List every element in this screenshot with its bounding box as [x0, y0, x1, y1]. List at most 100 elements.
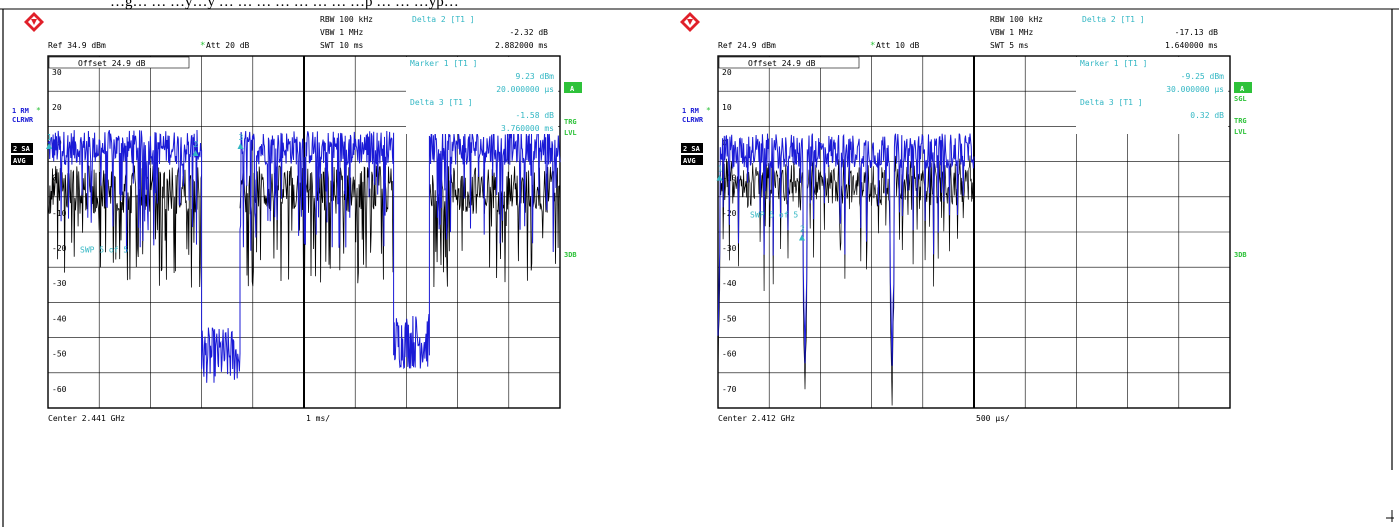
trace1-mode: CLRWR: [682, 116, 704, 124]
delta3-value: -1.58 dB: [515, 111, 554, 120]
rs-logo-mark: [687, 19, 693, 25]
span-per-div: 500 µs/: [976, 414, 1010, 423]
trace2-badge: [681, 143, 703, 153]
delta3-value: 0.32 dB: [1190, 111, 1224, 120]
ytick-label: -60: [722, 350, 737, 359]
offset-label: Offset 24.9 dB: [748, 59, 816, 68]
marker-label: 2: [193, 140, 198, 149]
marker-triangle: [798, 234, 805, 241]
spectrum-panel-1: RBW 100 kHz VBW 1 MHz SWT 10 ms Ref 34.9 dB…: [11, 12, 582, 423]
ytick-label: -20: [52, 244, 67, 253]
db3-label: 3DB: [1234, 251, 1247, 259]
marker-label: 2: [800, 225, 805, 234]
marker-info-box: [1076, 57, 1228, 134]
trace2-mode: AVG: [683, 157, 696, 165]
marker1-value: -9.25 dBm: [1181, 72, 1225, 81]
marker-triangle: [716, 174, 723, 181]
marker1-value: 9.23 dBm: [515, 72, 554, 81]
att-star-icon: *: [870, 41, 875, 51]
ytick-label: -70: [722, 385, 737, 394]
rs-logo-icon: [24, 12, 44, 32]
attenuation: Att 20 dB: [206, 41, 250, 50]
delta2-value: -17.13 dB: [1175, 28, 1219, 37]
marker1-time: 20.000000 µs: [496, 85, 554, 94]
a-label: A: [1240, 85, 1245, 93]
a-badge: [564, 82, 582, 93]
trace1-star-icon: *: [36, 106, 41, 115]
marker-label: 1: [718, 165, 723, 174]
marker1-title: Marker 1 [T1 ]: [410, 59, 477, 68]
trace1-label: 1 RM: [682, 107, 699, 115]
trace-clrwr-blue: [717, 133, 975, 366]
lvl-label: LVL: [564, 129, 577, 137]
trg-label: TRG: [1234, 117, 1247, 125]
sweep-count: SWP 5 of 5: [80, 246, 128, 255]
delta3-title: Delta 3 [T1 ]: [410, 98, 473, 107]
offset-box: [48, 56, 190, 69]
a-label: A: [570, 85, 575, 93]
ytick-label: -10: [52, 209, 67, 218]
db3-label: 3DB: [564, 251, 577, 259]
vbw-label: VBW 1 MHz: [990, 28, 1034, 37]
ytick-label: 20: [52, 103, 62, 112]
rs-logo-icon: [680, 12, 700, 32]
top-caption: …g… … …y…y … … … … … … … …p … … …yp…: [110, 0, 459, 10]
marker1-time: 30.000000 µs: [1166, 85, 1224, 94]
marker-triangle: [192, 150, 199, 157]
delta2-title: Delta 2 [T1 ]: [412, 15, 475, 24]
ref-level: Ref 34.9 dBm: [48, 41, 106, 50]
marker-triangle: [46, 143, 53, 149]
center-frequency: Center 2.441 GHz: [48, 414, 125, 423]
trace2-label: 2 SA: [13, 145, 31, 153]
trace-clrwr-blue: [47, 129, 561, 383]
ytick-label: -50: [722, 314, 737, 323]
ytick-label: 20: [722, 68, 732, 77]
marker-label: 3: [239, 133, 244, 142]
trace2-mode-badge: [681, 155, 703, 165]
delta2-title: Delta 2 [T1 ]: [1082, 15, 1145, 24]
offset-label: Offset 24.9 dB: [78, 59, 146, 68]
marker-triangle: [237, 143, 244, 149]
swt-label: SWT 10 ms: [320, 41, 364, 50]
marker-info-box: [406, 57, 558, 134]
ref-level: Ref 24.9 dBm: [718, 41, 776, 50]
trace1-star-icon: *: [706, 106, 711, 115]
span-per-div: 1 ms/: [306, 414, 330, 423]
rbw-label: RBW 100 kHz: [990, 15, 1043, 24]
marker1-title: Marker 1 [T1 ]: [1080, 59, 1147, 68]
ytick-label: 10: [722, 103, 732, 112]
delta3-title: Delta 3 [T1 ]: [1080, 98, 1143, 107]
trace2-label: 2 SA: [683, 145, 701, 153]
lvl-label: LVL: [1234, 128, 1247, 136]
ytick-label: 0: [52, 174, 57, 183]
trace-avg-black: [717, 155, 975, 406]
sweep-count: SWP 5 of 5: [750, 210, 798, 219]
att-star-icon: *: [200, 41, 205, 51]
center-frequency: Center 2.412 GHz: [718, 414, 795, 423]
delta2-time: 1.640000 ms: [1165, 41, 1218, 50]
ytick-label: -60: [52, 385, 67, 394]
delta3-time: 3.760000 ms: [501, 124, 554, 133]
ytick-label: -30: [52, 279, 67, 288]
vbw-label: VBW 1 MHz: [320, 28, 364, 37]
offset-box: [718, 56, 860, 69]
attenuation: Att 10 dB: [876, 41, 920, 50]
swt-label: SWT 5 ms: [990, 41, 1029, 50]
trg-label: TRG: [564, 118, 577, 126]
ytick-label: 30: [52, 68, 62, 77]
trace2-badge: [11, 143, 33, 153]
sgl-label: SGL: [1234, 95, 1247, 103]
ytick-label: -50: [52, 350, 67, 359]
trace2-mode: AVG: [13, 157, 26, 165]
a-badge: [1234, 82, 1252, 93]
rbw-label: RBW 100 kHz: [320, 15, 373, 24]
ytick-label: -40: [722, 279, 737, 288]
delta2-value: -2.32 dB: [509, 28, 548, 37]
trace2-mode-badge: [11, 155, 33, 165]
rs-logo-mark: [31, 19, 37, 25]
ytick-label: -40: [52, 314, 67, 323]
trace1-mode: CLRWR: [12, 116, 34, 124]
marker-label: 1: [47, 133, 52, 142]
spectrum-panel-2: RBW 100 kHz VBW 1 MHz SWT 5 ms Ref 24.9 dBm…: [680, 12, 1252, 423]
